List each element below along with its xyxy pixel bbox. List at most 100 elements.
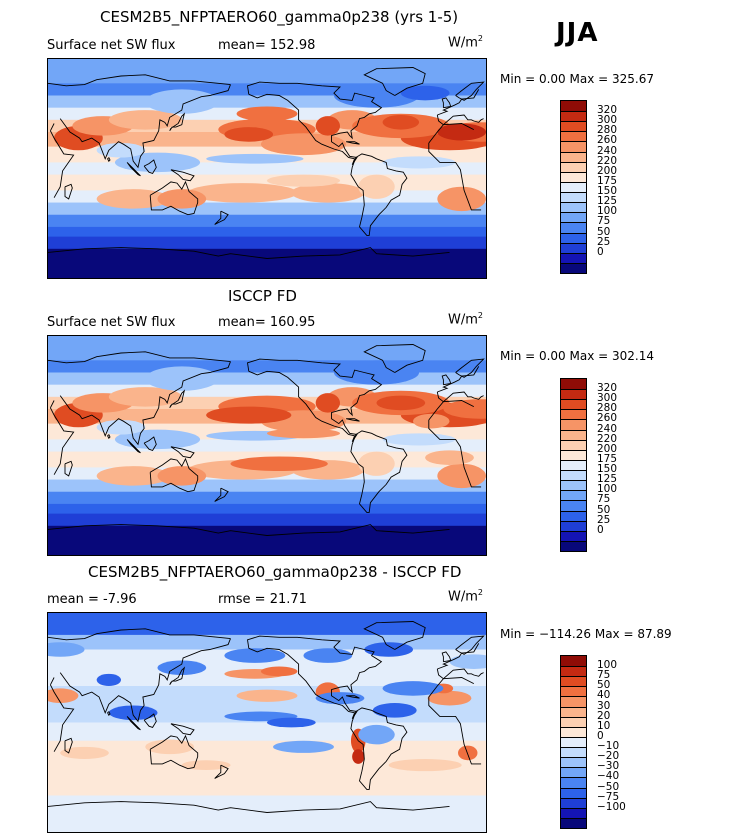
field-band xyxy=(48,722,486,742)
colorbar-cell xyxy=(561,131,586,142)
colorbar-tick-label: 240 xyxy=(597,144,618,157)
colorbar-tick-label: 320 xyxy=(597,104,618,117)
coastline xyxy=(441,97,452,109)
colorbar-tick-label: 10 xyxy=(597,719,611,732)
colorbar-cell xyxy=(561,510,586,521)
coastline xyxy=(170,723,195,736)
coastline xyxy=(143,436,157,451)
field-blob xyxy=(96,673,121,686)
field-blob xyxy=(303,648,353,663)
colorbar-cell xyxy=(561,101,586,112)
panel-2-min-max: Min = 0.00 Max = 302.14 xyxy=(500,349,654,363)
colorbar-cell xyxy=(561,151,586,162)
panel-2-units: W/m2 xyxy=(448,311,483,327)
colorbar-cell xyxy=(561,656,586,667)
coastline xyxy=(441,651,452,663)
colorbar-tick-label: 300 xyxy=(597,392,618,405)
field-band xyxy=(48,777,486,796)
colorbar-tick-label: 75 xyxy=(597,493,611,506)
colorbar-cell xyxy=(561,530,586,541)
coastline xyxy=(48,801,450,813)
field-band xyxy=(48,525,486,555)
coastline xyxy=(363,67,426,96)
field-blob xyxy=(315,692,365,705)
colorbar-cell xyxy=(561,409,586,420)
colorbar-tick-label: 25 xyxy=(597,235,611,248)
field-blob xyxy=(260,666,298,677)
coastline xyxy=(48,351,480,393)
colorbar-tick-label: 220 xyxy=(597,432,618,445)
coastline xyxy=(214,764,229,779)
coastline xyxy=(126,162,141,177)
coastline xyxy=(350,430,408,513)
colorbar-tick-label: 20 xyxy=(597,709,611,722)
panel-3-units: W/m2 xyxy=(448,588,483,604)
coastline xyxy=(350,707,408,790)
colorbar-tick-label: 280 xyxy=(597,124,618,137)
colorbar-cell xyxy=(561,696,586,707)
field-band xyxy=(48,740,486,760)
field-band xyxy=(48,214,486,228)
field-blob xyxy=(443,399,486,419)
colorbar-cell xyxy=(561,540,586,551)
colorbar-cell xyxy=(561,252,586,263)
colorbar-tick-label: −100 xyxy=(597,800,626,813)
coastline xyxy=(246,81,383,166)
colorbar-tick-label: 40 xyxy=(597,689,611,702)
field-blob xyxy=(157,189,207,209)
coastline xyxy=(170,169,195,182)
field-blob xyxy=(437,186,486,212)
field-band xyxy=(48,236,486,250)
panel-3-min-max: Min = −114.26 Max = 87.89 xyxy=(500,627,672,641)
field-blob xyxy=(114,429,201,450)
field-blob xyxy=(230,456,328,472)
field-band xyxy=(48,613,486,636)
field-blob xyxy=(108,705,158,721)
colorbar-tick-label: −75 xyxy=(597,790,620,803)
field-blob xyxy=(145,739,194,755)
colorbar-tick-label: 0 xyxy=(597,245,604,258)
panel-1-map-svg xyxy=(48,59,486,278)
units-text: W/m xyxy=(448,35,478,51)
field-blob xyxy=(382,114,420,130)
coastline xyxy=(49,638,231,723)
field-blob xyxy=(315,116,341,136)
coastline xyxy=(49,361,231,446)
coastline xyxy=(149,457,199,493)
panel-3-map xyxy=(47,612,487,833)
colorbar-cell xyxy=(561,787,586,798)
field-blob xyxy=(273,740,334,753)
field-blob xyxy=(48,688,79,704)
coastline xyxy=(48,74,480,116)
field-blob xyxy=(352,749,365,764)
colorbar-cell xyxy=(561,212,586,223)
colorbar-tick-label: 50 xyxy=(597,503,611,516)
colorbar-cell xyxy=(561,449,586,460)
colorbar-cell xyxy=(561,736,586,748)
panel-2-variable-label: Surface net SW flux xyxy=(47,315,176,330)
panel-1-title: CESM2B5_NFPTAERO60_gamma0p238 (yrs 1-5) xyxy=(100,8,459,26)
colorbar-tick-label: −10 xyxy=(597,740,620,753)
units-text: W/m xyxy=(448,312,478,328)
coastline xyxy=(48,524,450,536)
coastline xyxy=(169,112,186,132)
panel-1-variable-label: Surface net SW flux xyxy=(47,38,176,53)
panel-2-map-svg xyxy=(48,336,486,555)
field-blob xyxy=(224,127,274,142)
colorbar-cell xyxy=(561,459,586,471)
coastline xyxy=(363,344,426,373)
colorbar-cell xyxy=(561,192,586,203)
coastline xyxy=(436,114,484,126)
colorbar-tick-label: 150 xyxy=(597,463,618,476)
field-blob xyxy=(437,123,486,141)
coastline xyxy=(346,418,360,422)
field-blob xyxy=(145,89,219,114)
field-blob xyxy=(267,428,340,439)
units-exponent: 2 xyxy=(477,34,483,43)
colorbar-cell xyxy=(561,747,586,758)
field-band xyxy=(48,807,486,832)
field-blob xyxy=(267,717,316,728)
colorbar-cell xyxy=(561,480,586,491)
season-label: JJA xyxy=(556,18,599,48)
colorbar-cell xyxy=(561,797,586,808)
